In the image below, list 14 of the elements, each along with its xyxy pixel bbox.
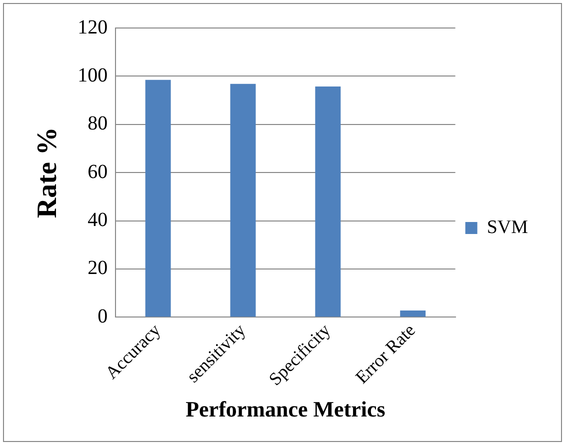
y-tick-label: 80 bbox=[88, 112, 108, 135]
bar bbox=[400, 310, 426, 317]
y-tick-label: 100 bbox=[78, 64, 108, 86]
bar bbox=[230, 84, 256, 317]
bar bbox=[315, 86, 341, 317]
y-tick-label: 60 bbox=[88, 160, 108, 183]
y-tick-label: 0 bbox=[98, 305, 108, 328]
y-tick-label: 120 bbox=[78, 16, 108, 38]
y-tick-label: 20 bbox=[88, 257, 108, 280]
y-axis-title: Rate % bbox=[32, 127, 64, 218]
y-tick-label: 40 bbox=[88, 209, 108, 232]
legend-label: SVM bbox=[486, 216, 528, 238]
bar bbox=[145, 80, 171, 317]
x-axis-title: Performance Metrics bbox=[186, 396, 386, 422]
